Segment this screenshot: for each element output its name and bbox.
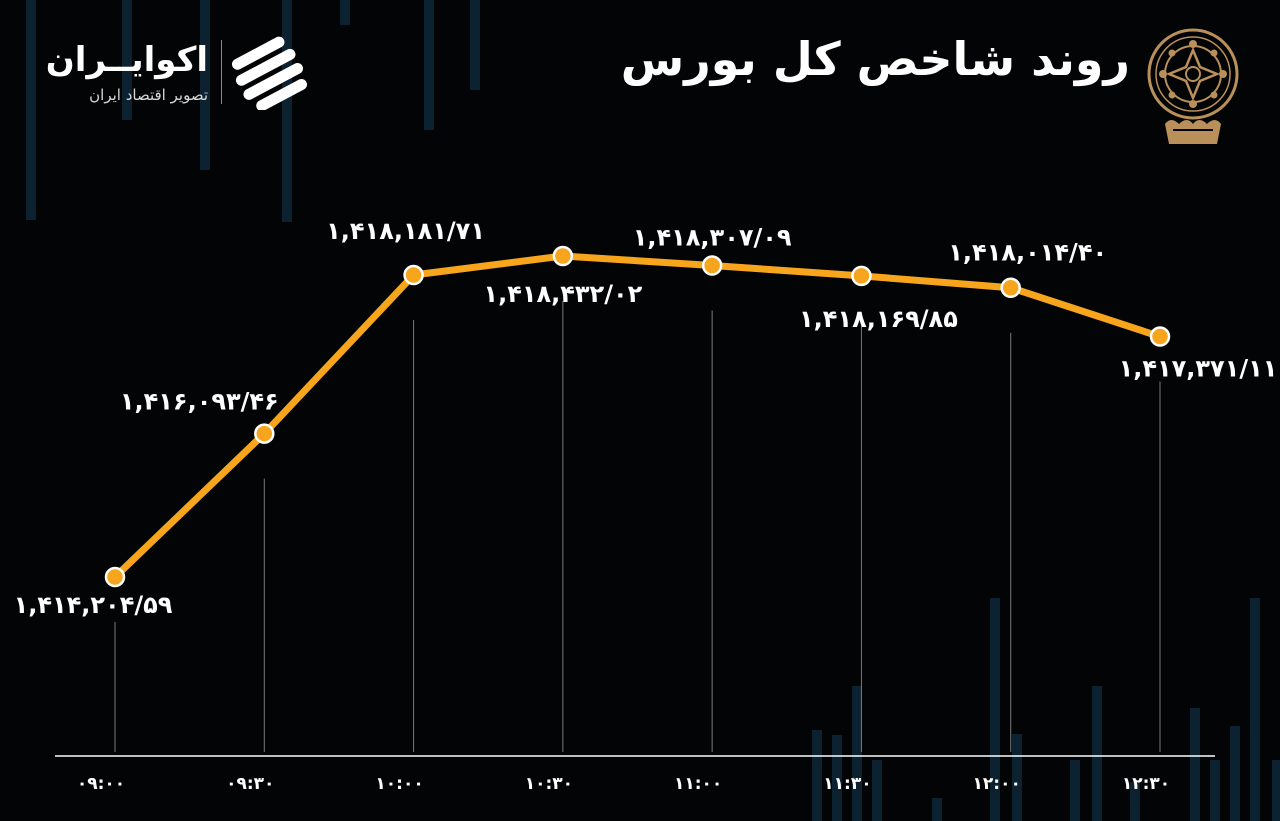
background-bar — [424, 0, 434, 130]
data-label: ۱,۴۱۶,۰۹۳/۴۶ — [120, 388, 279, 416]
background-bar — [200, 0, 210, 170]
background-bar — [340, 0, 350, 25]
logo-divider — [221, 40, 222, 104]
background-bar — [1190, 708, 1200, 821]
x-tick-label: ۱۲:۰۰ — [973, 774, 1021, 794]
data-point — [1149, 326, 1171, 347]
data-point — [552, 245, 574, 267]
background-bar — [470, 0, 480, 90]
x-tick-label: ۱۱:۳۰ — [823, 774, 871, 794]
background-bar — [282, 0, 292, 222]
series-line — [111, 252, 1164, 581]
data-label: ۱,۴۱۸,۱۸۱/۷۱ — [326, 217, 485, 245]
background-bar — [1130, 782, 1140, 821]
data-point — [701, 255, 723, 276]
data-point — [104, 566, 126, 588]
x-tick-label: ۰۹:۳۰ — [226, 774, 274, 794]
data-point — [851, 265, 872, 287]
background-bar — [1012, 734, 1022, 821]
brand-logo-icon — [232, 36, 307, 110]
background-bar — [812, 730, 822, 821]
data-point — [1000, 277, 1021, 298]
x-tick-label: ۱۲:۳۰ — [1122, 774, 1170, 794]
data-label: ۱,۴۱۷,۳۷۱/۱۱ — [1119, 355, 1278, 383]
brand-tagline: تصویر اقتصاد ایران — [89, 86, 208, 104]
background-bar — [1092, 686, 1102, 821]
data-point — [254, 423, 275, 444]
x-tick-label: ۱۰:۰۰ — [375, 774, 423, 794]
background-bar — [1210, 760, 1220, 821]
background-bar — [832, 735, 842, 821]
data-label: ۱,۴۱۸,۴۳۲/۰۲ — [483, 280, 642, 308]
brand-name: اکوایــران — [45, 40, 208, 80]
x-tick-label: ۱۰:۳۰ — [525, 774, 573, 794]
background-bar — [1272, 760, 1280, 821]
data-label: ۱,۴۱۸,۰۱۴/۴۰ — [948, 239, 1107, 267]
background-bar — [872, 760, 882, 821]
data-label: ۱,۴۱۸,۳۰۷/۰۹ — [633, 223, 792, 251]
x-tick-label: ۱۱:۰۰ — [674, 774, 722, 794]
background-bar — [1230, 726, 1240, 821]
background-bar — [852, 686, 862, 821]
background-bar — [1070, 760, 1080, 821]
x-tick-label: ۰۹:۰۰ — [77, 774, 125, 794]
background-bar — [932, 798, 942, 821]
background-bar — [990, 598, 1000, 821]
background-bar — [1250, 598, 1260, 821]
data-label: ۱,۴۱۴,۲۰۴/۵۹ — [14, 591, 173, 619]
background-bar — [26, 0, 36, 220]
data-label: ۱,۴۱۸,۱۶۹/۸۵ — [799, 305, 958, 333]
background-bar — [122, 0, 132, 120]
page-title: روند شاخص کل بورس — [620, 32, 1130, 86]
stock-exchange-seal-icon — [1147, 28, 1239, 144]
data-point — [403, 264, 424, 286]
